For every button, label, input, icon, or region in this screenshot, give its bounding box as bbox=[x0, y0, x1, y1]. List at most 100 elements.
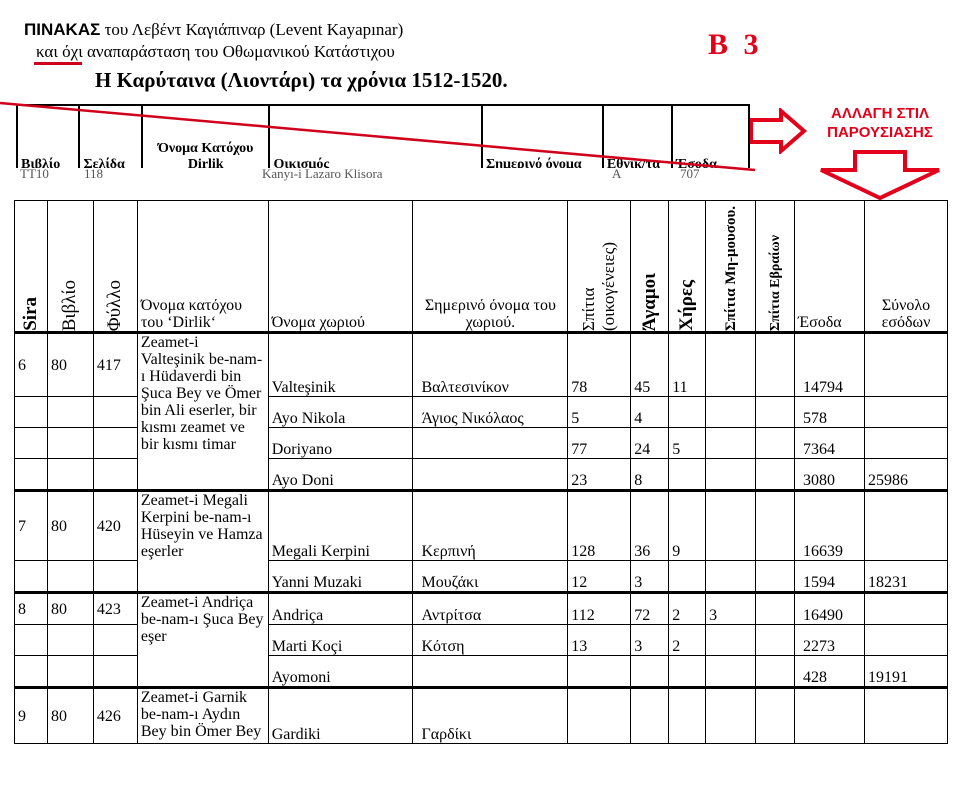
village-cell: Ayomoni bbox=[267, 655, 414, 688]
page-title: Η Καρύταινα (Λιοντάρι) τα χρόνια 1512-15… bbox=[95, 68, 508, 92]
village-cell: Megali Kerpini bbox=[267, 489, 414, 561]
widows-cell bbox=[668, 560, 707, 593]
strike-through-line bbox=[0, 101, 756, 172]
widows-cell: 2 bbox=[668, 624, 707, 656]
col-village: Όνομα χωριού bbox=[267, 200, 414, 334]
modern-cell: Κερπινή bbox=[412, 489, 569, 561]
modern-cell bbox=[412, 458, 569, 491]
total-cell bbox=[863, 489, 949, 561]
single-cell: 45 bbox=[630, 331, 670, 397]
book-cell bbox=[46, 624, 94, 656]
nonmuslim-cell bbox=[705, 331, 757, 397]
table-row: Marti Koçi Κότση 13 3 2 2273 bbox=[14, 624, 949, 656]
nonmuslim-cell: 3 bbox=[705, 591, 757, 625]
income-cell: 1594 bbox=[794, 560, 865, 593]
houses-cell bbox=[567, 686, 632, 744]
total-cell bbox=[863, 396, 949, 428]
jewish-cell bbox=[755, 427, 796, 459]
income-cell: 3080 bbox=[794, 458, 865, 491]
houses-cell: 78 bbox=[567, 331, 632, 397]
col-holder: Όνομα κατόχου του ‘Dirlik‘ bbox=[136, 200, 269, 334]
village-cell: Valteşinik bbox=[267, 331, 414, 397]
old-peek-ethnicity: A bbox=[612, 166, 622, 181]
houses-cell: 13 bbox=[567, 624, 632, 656]
village-cell: Doriyano bbox=[267, 427, 414, 459]
folio-cell bbox=[92, 560, 138, 593]
jewish-cell bbox=[755, 591, 796, 625]
income-cell: 16490 bbox=[794, 591, 865, 625]
book-cell: 80 bbox=[46, 591, 94, 625]
houses-cell bbox=[567, 655, 632, 688]
nonmuslim-cell bbox=[705, 686, 757, 744]
folio-cell: 417 bbox=[92, 331, 138, 397]
sira-cell bbox=[14, 396, 48, 428]
widows-cell: 5 bbox=[668, 427, 707, 459]
sira-cell: 9 bbox=[14, 686, 48, 744]
sira-cell: 6 bbox=[14, 331, 48, 397]
old-peek-settlement: Kanyı-i Lazaro Klisora bbox=[262, 166, 383, 181]
single-cell: 36 bbox=[630, 489, 670, 561]
income-cell: 16639 bbox=[794, 489, 865, 561]
total-cell: 19191 bbox=[863, 655, 949, 688]
widows-cell bbox=[668, 396, 707, 428]
col-houses: Σπίτια (οικογένειες) bbox=[567, 200, 632, 334]
col-fyllo: Φύλλο bbox=[92, 200, 138, 334]
section-badge: Β 3 bbox=[708, 28, 763, 61]
houses-cell: 12 bbox=[567, 560, 632, 593]
single-cell: 8 bbox=[630, 458, 670, 491]
single-cell: 72 bbox=[630, 591, 670, 625]
arrow-down-icon bbox=[820, 150, 940, 201]
widows-cell bbox=[668, 458, 707, 491]
col-modern-name: Σημερινό όνομα του χωριού. bbox=[412, 200, 569, 334]
book-cell bbox=[46, 655, 94, 688]
total-cell bbox=[863, 686, 949, 744]
income-cell: 2273 bbox=[794, 624, 865, 656]
modern-cell bbox=[412, 655, 569, 688]
houses-cell: 128 bbox=[567, 489, 632, 561]
holder-cell: Zeamet-i Garnik be-nam-ı Aydın Bey bin Ö… bbox=[136, 686, 269, 744]
folio-cell: 420 bbox=[92, 489, 138, 561]
modern-cell: Μουζάκι bbox=[412, 560, 569, 593]
holder-cell: Zeamet-i Valteşinik be-nam-ı Hüdaverdi b… bbox=[136, 331, 269, 491]
income-cell: 7364 bbox=[794, 427, 865, 459]
folio-cell bbox=[92, 458, 138, 491]
widows-cell: 11 bbox=[668, 331, 707, 397]
total-cell: 25986 bbox=[863, 458, 949, 491]
old-peek-income: 707 bbox=[680, 166, 700, 181]
total-cell bbox=[863, 331, 949, 397]
book-cell bbox=[46, 560, 94, 593]
folio-cell: 423 bbox=[92, 591, 138, 625]
jewish-cell bbox=[755, 560, 796, 593]
book-cell: 80 bbox=[46, 331, 94, 397]
style-change-note: ΑΛΛΑΓΗ ΣΤΙΛ ΠΑΡΟΥΣΙΑΣΗΣ bbox=[827, 105, 933, 141]
widows-cell: 9 bbox=[668, 489, 707, 561]
nonmuslim-cell bbox=[705, 655, 757, 688]
col-vivlio: Βιβλίο bbox=[46, 200, 94, 334]
total-cell bbox=[863, 427, 949, 459]
modern-cell: Κότση bbox=[412, 624, 569, 656]
sira-cell bbox=[14, 458, 48, 491]
nonmuslim-cell bbox=[705, 427, 757, 459]
income-cell: 428 bbox=[794, 655, 865, 688]
col-widows: Χήρες bbox=[668, 200, 707, 334]
heading-bold-word: ΠΙΝΑΚΑΣ bbox=[24, 20, 101, 39]
village-cell: Ayo Doni bbox=[267, 458, 414, 491]
widows-cell: 2 bbox=[668, 591, 707, 625]
village-cell: Marti Koçi bbox=[267, 624, 414, 656]
sira-cell: 8 bbox=[14, 591, 48, 625]
total-cell bbox=[863, 591, 949, 625]
jewish-cell bbox=[755, 655, 796, 688]
sira-cell bbox=[14, 624, 48, 656]
jewish-cell bbox=[755, 489, 796, 561]
modern-cell: Βαλτεσινίκον bbox=[412, 331, 569, 397]
folio-cell bbox=[92, 396, 138, 428]
table-row: 6 80 417 Zeamet-i Valteşinik be-nam-ı Hüdav… bbox=[14, 331, 949, 491]
revenue-table: Sira Βιβλίο Φύλλο Όνομα κατόχου του ‘Dir… bbox=[14, 200, 949, 744]
holder-cell: Zeamet-i Andriça be-nam-ı Şuca Bey eşer bbox=[136, 591, 269, 688]
nonmuslim-cell bbox=[705, 489, 757, 561]
table-row: Ayo Nikola Άγιος Νικόλαος 5 4 578 bbox=[14, 396, 949, 428]
holder-cell: Zeamet-i Megali Kerpini be-nam-ı Hüseyin… bbox=[136, 489, 269, 593]
table-row: 7 80 420 Zeamet-i Megali Kerpini be-nam-ı H… bbox=[14, 489, 949, 593]
folio-cell: 426 bbox=[92, 686, 138, 744]
nonmuslim-cell bbox=[705, 458, 757, 491]
